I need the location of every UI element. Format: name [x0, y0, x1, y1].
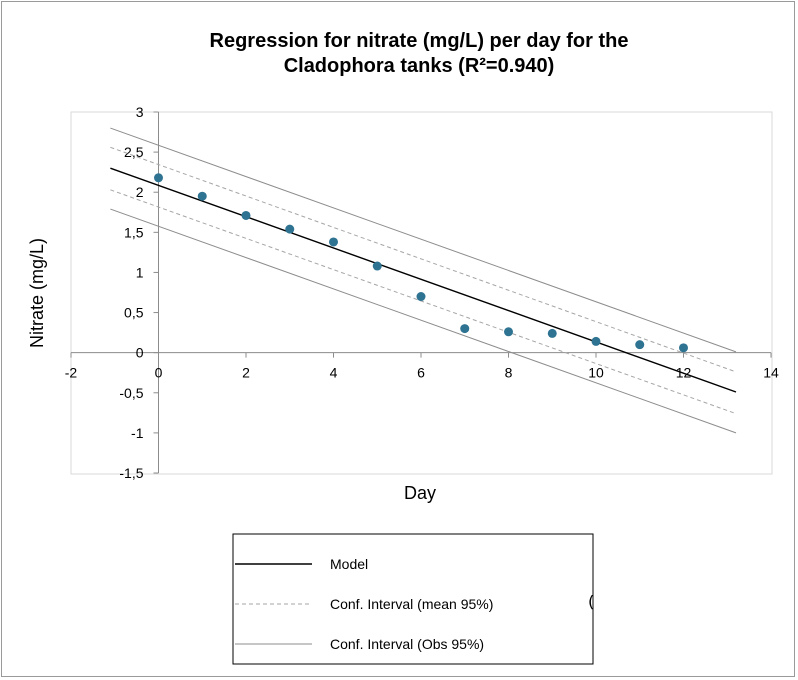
- plot-area-border: [70, 111, 773, 475]
- x-tick-labels: -202468101214: [65, 352, 779, 381]
- data-point: [460, 324, 470, 334]
- legend-stray-mark: (: [588, 592, 594, 611]
- y-axis-label: Nitrate (mg/L): [27, 238, 47, 348]
- x-tick-label: 4: [330, 365, 338, 381]
- legend: ( Model Conf. Interval (mean 95%) Conf. In…: [232, 533, 594, 665]
- conf-obs-line: [110, 127, 737, 353]
- legend-label: Conf. Interval (Obs 95%): [330, 636, 484, 652]
- data-point: [241, 210, 251, 220]
- y-tick-label: 2: [136, 184, 144, 200]
- y-tick-label: -1: [131, 425, 144, 441]
- x-tick-label: 6: [417, 365, 425, 381]
- x-tick-label: -2: [65, 365, 78, 381]
- conf-mean-line: [110, 189, 737, 415]
- y-tick-label: 0: [136, 345, 144, 361]
- data-point: [591, 336, 601, 346]
- legend-label: Model: [330, 556, 368, 572]
- x-axis-label: Day: [404, 483, 436, 503]
- y-tick-label: 1: [136, 264, 144, 280]
- x-tick-label: 14: [763, 365, 779, 381]
- y-tick-label: -1,5: [119, 465, 143, 481]
- conf-mean-line: [110, 146, 737, 373]
- x-tick-label: 8: [505, 365, 513, 381]
- legend-box: [232, 533, 594, 665]
- conf-obs-line: [110, 208, 737, 434]
- x-tick-label: 2: [242, 365, 250, 381]
- x-tick-label: 10: [588, 365, 604, 381]
- data-point: [372, 261, 382, 271]
- data-point: [154, 173, 163, 183]
- model-line: [110, 167, 737, 393]
- y-tick-label: 1,5: [124, 224, 144, 240]
- data-points: [154, 173, 688, 353]
- data-point: [635, 340, 645, 350]
- y-tick-label: 0,5: [124, 305, 144, 321]
- chart-title-line-1: Regression for nitrate (mg/L) per day fo…: [210, 30, 629, 52]
- regression-lines: [110, 127, 737, 434]
- data-point: [679, 343, 688, 353]
- chart-title-line-2: Cladophora tanks (R²=0.940): [284, 55, 555, 77]
- x-tick-label: 0: [155, 365, 163, 381]
- data-point: [416, 292, 426, 302]
- y-tick-labels: -1,5 -1 -0,5 0 0,5 1 1,5 2 2,5 3: [119, 104, 159, 481]
- data-point: [285, 224, 295, 234]
- data-point: [504, 327, 513, 337]
- data-point: [329, 237, 338, 247]
- data-point: [197, 191, 207, 201]
- y-tick-label: -0,5: [119, 385, 143, 401]
- legend-label: Conf. Interval (mean 95%): [330, 596, 493, 612]
- data-point: [547, 328, 557, 338]
- y-tick-label: 3: [136, 104, 144, 120]
- y-tick-label: 2,5: [124, 144, 144, 160]
- chart-title: Regression for nitrate (mg/L) per day fo…: [210, 30, 629, 77]
